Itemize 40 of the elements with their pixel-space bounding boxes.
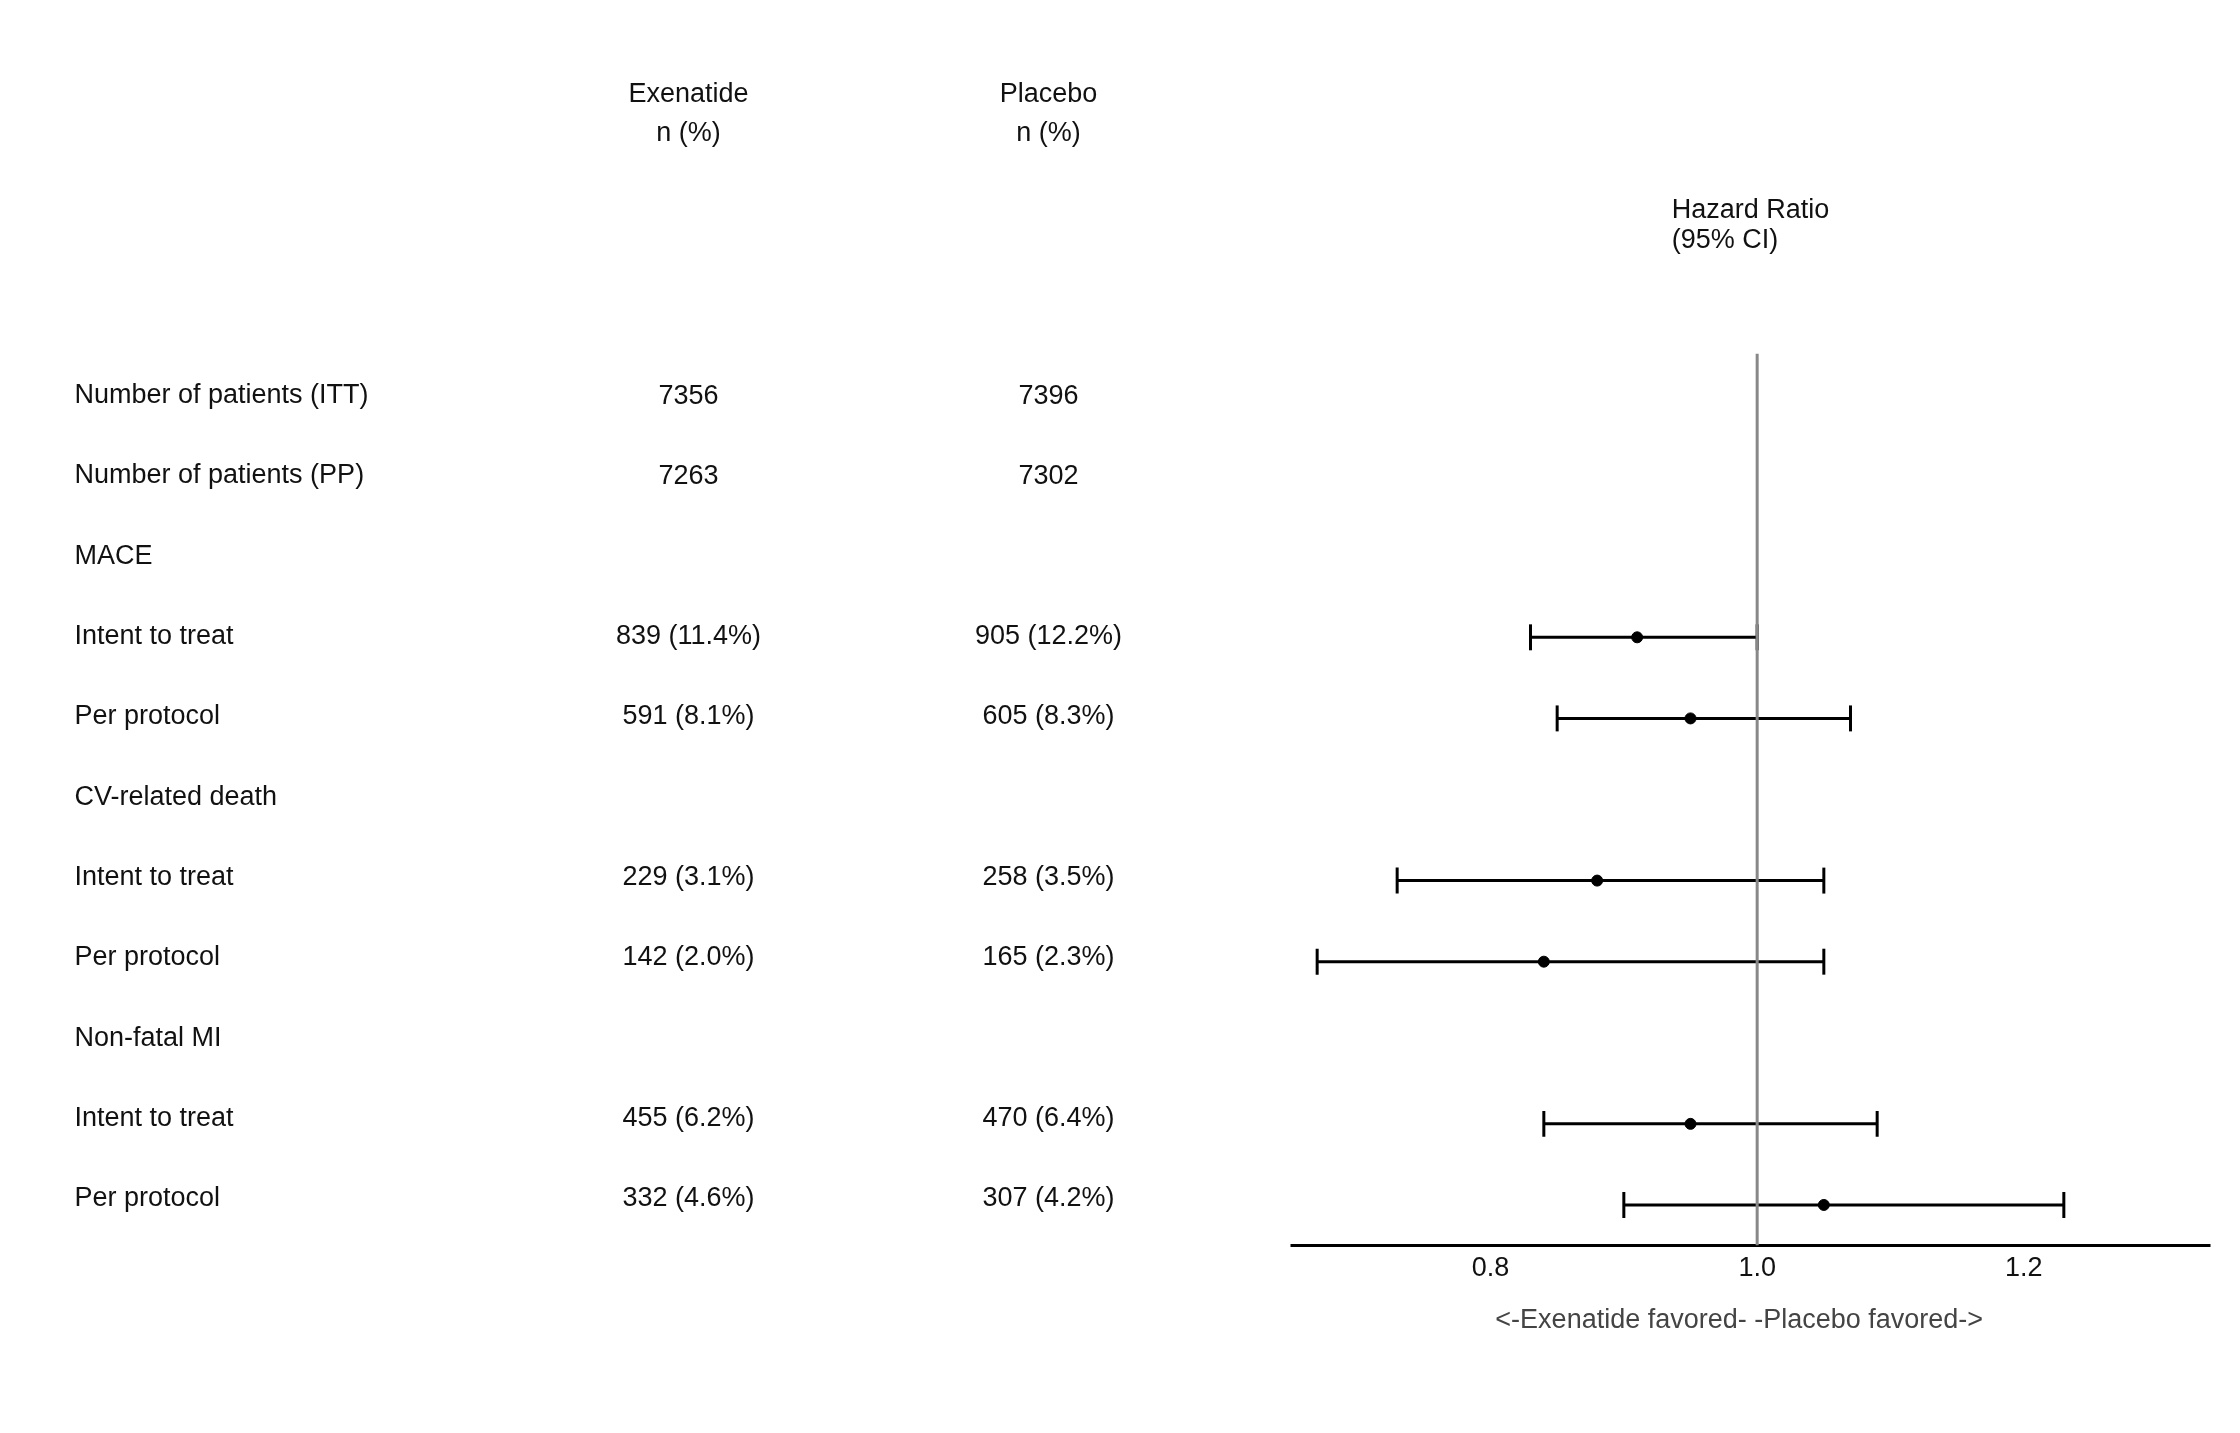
text: 229 (3.1%) [622,861,755,892]
category-label: Placebo n (%) [999,78,1098,148]
text: 605 (8.3%) [982,700,1115,731]
text: 905 (12.2%) [974,620,1123,651]
text: 142 (2.0%) [622,941,755,972]
category-label: Intent to treat [74,861,234,892]
category-label: Number of patients (ITT) [74,379,369,410]
point [1817,1198,1830,1211]
category-label: CV-related death [74,780,278,811]
text: 7356 [658,379,719,410]
point [1591,874,1604,887]
x-tick-label: 1.2 [2005,1251,2043,1282]
text: 839 (11.4%) [615,620,762,651]
category-label: Number of patients (PP) [74,459,365,490]
text: 258 (3.5%) [982,861,1115,892]
text: 332 (4.6%) [622,1182,755,1213]
point [1684,1117,1697,1130]
text: 7263 [658,459,719,490]
category-label: Per protocol [74,941,221,972]
text: 470 (6.4%) [982,1102,1115,1133]
x-axis-title: <-Exenatide favored- -Placebo favored-> [1495,1303,1984,1334]
chart-title: Hazard Ratio (95% CI) [1671,193,1830,254]
point [1631,631,1644,644]
text: 455 (6.2%) [622,1102,755,1133]
point [1684,712,1697,725]
category-label: Per protocol [74,700,221,731]
category-label: Per protocol [74,1182,221,1213]
text: 591 (8.1%) [622,700,755,731]
text: 307 (4.2%) [982,1182,1115,1213]
category-label: MACE [74,539,153,570]
point [1537,955,1550,968]
text: 7302 [1018,459,1079,490]
text: 165 (2.3%) [982,941,1115,972]
category-label: Intent to treat [74,1102,234,1133]
category-label: Non-fatal MI [74,1021,222,1052]
x-tick-label: 0.8 [1471,1251,1510,1282]
category-label: Intent to treat [74,620,234,651]
category-label: Exenatide n (%) [628,78,749,148]
x-tick-label: 1.0 [1738,1251,1776,1282]
text: 7396 [1018,379,1079,410]
